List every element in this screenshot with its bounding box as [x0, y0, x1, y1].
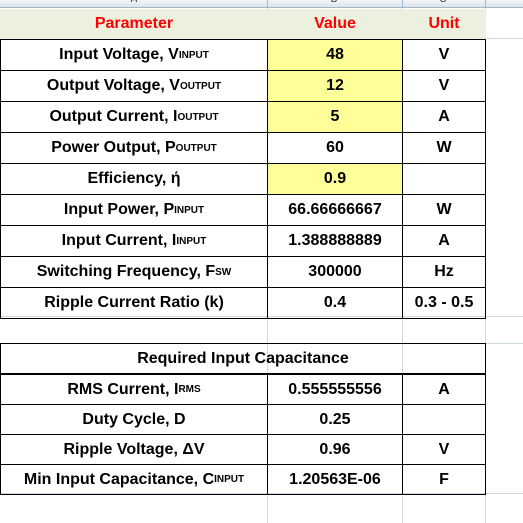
capacitance-row-label-subscript: RMS: [178, 384, 201, 395]
parameter-row-label-subscript: SW: [215, 266, 232, 278]
column-header-a[interactable]: A: [124, 0, 144, 5]
parameter-row-unit-cell[interactable]: Hz: [402, 256, 486, 288]
parameter-row-label-cell[interactable]: Input Power, P INPUT: [0, 194, 268, 226]
capacitance-row-value-cell[interactable]: 0.25: [267, 404, 403, 435]
capacitance-row-unit-cell[interactable]: A: [402, 374, 486, 405]
column-header-b[interactable]: B: [324, 0, 344, 5]
parameter-row-unit-cell[interactable]: [402, 163, 486, 195]
capacitance-row-unit-cell[interactable]: V: [402, 434, 486, 465]
parameter-row-label-cell[interactable]: Efficiency, ή: [0, 163, 268, 195]
parameter-row-value-cell[interactable]: 66.66666667: [267, 194, 403, 226]
gridline-row: [0, 493, 523, 494]
parameter-row-label-cell[interactable]: Power Output, P OUTPUT: [0, 132, 268, 164]
column-header-c[interactable]: C: [433, 0, 453, 5]
parameter-row-label-subscript: OUTPUT: [179, 80, 222, 92]
capacitance-row-unit-cell[interactable]: F: [402, 464, 486, 495]
parameter-row-value-cell[interactable]: 60: [267, 132, 403, 164]
parameter-row-unit-cell[interactable]: W: [402, 132, 486, 164]
parameter-row-unit-cell[interactable]: W: [402, 194, 486, 226]
parameter-row-value-cell[interactable]: 300000: [267, 256, 403, 288]
parameter-row-value-cell[interactable]: 0.9: [267, 163, 403, 195]
parameter-row-label-text: Output Current, I: [49, 108, 178, 125]
capacitance-row-label-cell[interactable]: RMS Current, I RMS: [0, 374, 268, 405]
parameter-row-label-subscript: OUTPUT: [175, 142, 217, 154]
parameter-row-unit-cell[interactable]: A: [402, 225, 486, 257]
parameter-row-label-cell[interactable]: Output Voltage, V OUTPUT: [0, 70, 268, 102]
parameter-row-value-cell[interactable]: 48: [267, 39, 403, 71]
header-parameter[interactable]: Parameter: [0, 9, 268, 39]
header-value[interactable]: Value: [267, 9, 403, 39]
parameter-row-label-subscript: OUTPUT: [177, 111, 219, 123]
parameter-row-unit-cell[interactable]: A: [402, 101, 486, 133]
capacitance-row-label-cell[interactable]: Min Input Capacitance, C INPUT: [0, 464, 268, 495]
gridline-row: [0, 316, 523, 317]
parameter-row-label-cell[interactable]: Input Current, I INPUT: [0, 225, 268, 257]
required-input-capacitance-title[interactable]: Required Input Capacitance: [0, 343, 486, 374]
parameter-row-label-text: Output Voltage, V: [46, 77, 180, 94]
parameter-row-label-subscript: INPUT: [174, 204, 205, 216]
parameter-row-label-subscript: INPUT: [176, 235, 207, 247]
parameter-row-label-text: Ripple Current Ratio (k): [44, 294, 224, 311]
parameter-row-value-cell[interactable]: 0.4: [267, 287, 403, 319]
capacitance-row-label-text: Duty Cycle, D: [82, 410, 186, 428]
capacitance-row-label-subscript: INPUT: [214, 474, 245, 485]
parameter-row-label-cell[interactable]: Ripple Current Ratio (k): [0, 287, 268, 319]
parameter-row-label-text: Switching Frequency, F: [36, 263, 216, 280]
parameter-row-label-text: Input Power, P: [63, 201, 175, 218]
parameter-row-label-text: Input Current, I: [61, 232, 177, 249]
parameter-row-label-text: Input Voltage, V: [59, 46, 179, 63]
parameter-row-label-cell[interactable]: Switching Frequency, F SW: [0, 256, 268, 288]
parameter-row-value-cell[interactable]: 5: [267, 101, 403, 133]
parameter-row-label-cell[interactable]: Output Current, I OUTPUT: [0, 101, 268, 133]
parameter-row-value-cell[interactable]: 12: [267, 70, 403, 102]
capacitance-row-label-text: Min Input Capacitance, C: [23, 470, 215, 488]
parameter-row-value-cell[interactable]: 1.388888889: [267, 225, 403, 257]
parameter-row-label-cell[interactable]: Input Voltage, V INPUT: [0, 39, 268, 71]
parameter-row-unit-cell[interactable]: 0.3 - 0.5: [402, 287, 486, 319]
column-header-bar: A B C: [0, 0, 523, 8]
header-unit[interactable]: Unit: [402, 9, 486, 39]
capacitance-row-unit-cell[interactable]: [402, 404, 486, 435]
parameter-row-label-subscript: INPUT: [178, 49, 209, 61]
parameter-row-label-text: Power Output, P: [51, 139, 176, 156]
capacitance-row-value-cell[interactable]: 0.96: [267, 434, 403, 465]
capacitance-row-value-cell[interactable]: 0.555555556: [267, 374, 403, 405]
capacitance-row-label-cell[interactable]: Ripple Voltage, ΔV: [0, 434, 268, 465]
capacitance-row-label-text: Ripple Voltage, ΔV: [63, 440, 205, 458]
parameter-row-unit-cell[interactable]: V: [402, 39, 486, 71]
parameter-row-label-text: Efficiency, ή: [87, 170, 181, 187]
parameter-row-unit-cell[interactable]: V: [402, 70, 486, 102]
capacitance-row-value-cell[interactable]: 1.20563E-06: [267, 464, 403, 495]
capacitance-row-label-cell[interactable]: Duty Cycle, D: [0, 404, 268, 435]
capacitance-row-label-text: RMS Current, I: [67, 380, 179, 398]
